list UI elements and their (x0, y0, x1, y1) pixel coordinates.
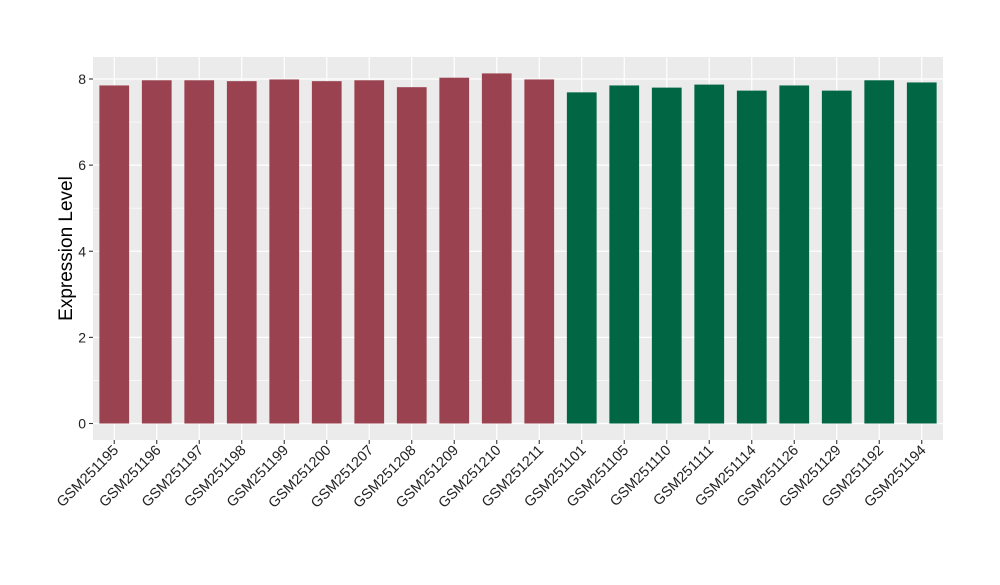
bar-GSM251196 (141, 80, 172, 424)
bar-GSM251207 (354, 80, 385, 424)
bar-GSM251114 (736, 90, 767, 424)
bar-GSM251210 (481, 73, 512, 424)
bar-GSM251209 (439, 77, 470, 424)
x-axis: GSM251195GSM251196GSM251197GSM251198GSM2… (54, 440, 930, 511)
bar-GSM251105 (609, 85, 640, 424)
bar-GSM251198 (226, 81, 257, 424)
y-axis-label: Expression Level (56, 176, 77, 321)
bar-GSM251194 (906, 82, 937, 424)
y-tick-label: 2 (78, 329, 86, 345)
bar-GSM251129 (821, 90, 852, 424)
y-axis: 0 2 4 6 8 (78, 71, 93, 432)
plot-background (93, 57, 943, 440)
bars (99, 73, 937, 424)
y-tick-label: 4 (78, 243, 86, 259)
y-tick-label: 6 (78, 157, 86, 173)
bar-GSM251110 (651, 87, 682, 424)
y-tick-label: 0 (78, 416, 86, 432)
bar-GSM251200 (311, 81, 342, 424)
bar-GSM251195 (99, 85, 130, 424)
bar-GSM251101 (566, 92, 597, 424)
bar-GSM251199 (269, 79, 300, 424)
bar-GSM251126 (779, 85, 810, 424)
y-tick-label: 8 (78, 71, 86, 87)
bar-GSM251192 (864, 80, 895, 424)
bar-GSM251208 (396, 87, 427, 424)
bar-GSM251197 (184, 80, 215, 424)
bar-GSM251211 (524, 79, 555, 424)
bar-GSM251111 (694, 84, 725, 424)
